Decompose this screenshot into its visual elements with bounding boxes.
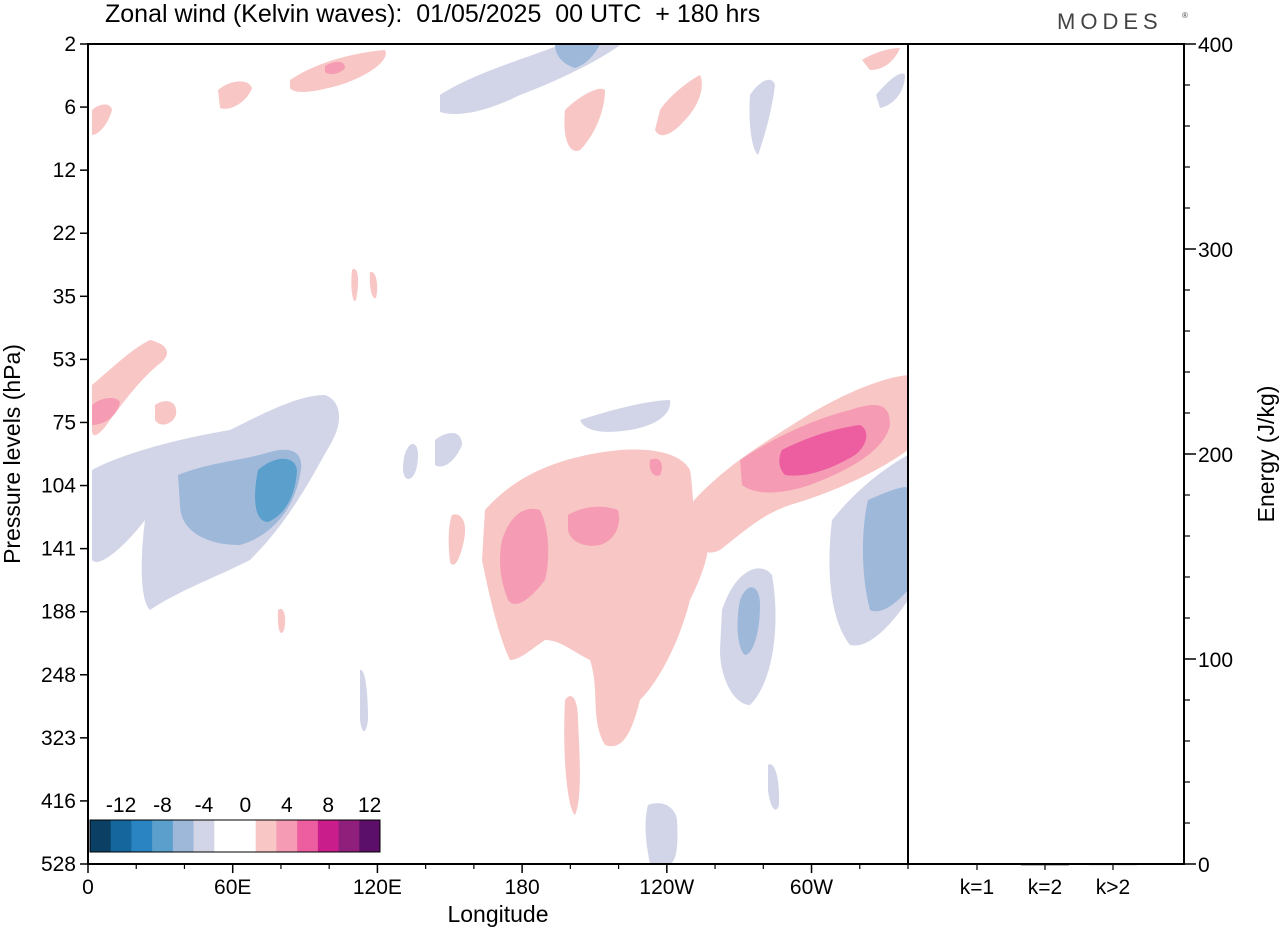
positive-anomaly [649, 458, 662, 476]
positive-anomaly [564, 88, 605, 151]
positive-anomaly [277, 608, 286, 633]
energy-category-label: k=2 [1028, 876, 1062, 899]
x-axis-title: Longitude [447, 901, 548, 927]
y-tick-label: 12 [53, 159, 76, 182]
positive-anomaly [369, 271, 378, 299]
contour-field [92, 44, 908, 864]
colorbar-swatch [255, 820, 277, 852]
colorbar-tick-label: -8 [153, 794, 172, 817]
colorbar-frame [89, 819, 381, 853]
positive-anomaly [655, 75, 702, 136]
x-tick-label: 120W [639, 876, 694, 899]
positive-anomaly [500, 508, 549, 604]
negative-anomaly [876, 73, 905, 108]
positive-anomaly [325, 61, 345, 75]
colorbar-swatch [235, 820, 257, 852]
energy-bars: k=1 k=2 k>2 [953, 863, 1137, 899]
pressure-axis: 2 6 12 22 35 53 75 104 141 188 248 323 416 528 [41, 33, 88, 876]
colorbar-tick-label: 8 [322, 794, 334, 817]
y-tick-label: 141 [41, 538, 76, 561]
y-tick-label: 323 [41, 727, 76, 750]
negative-anomaly [862, 487, 908, 612]
colorbar-background [90, 786, 380, 820]
y-tick-label: 248 [41, 664, 76, 687]
negative-anomaly [768, 764, 780, 810]
colorbar-tick-label: 4 [281, 794, 293, 817]
energy-plot-frame [907, 43, 1185, 865]
colorbar-swatch [359, 820, 381, 852]
y-tick-label: 416 [41, 790, 76, 813]
colorbar-swatch [276, 820, 298, 852]
y-tick-label: 188 [41, 601, 76, 624]
energy-axis-title: Energy (J/kg) [1253, 386, 1279, 523]
positive-anomaly [218, 81, 252, 109]
colorbar-legend: -12 -8 -4 0 4 8 12 [89, 786, 381, 853]
energy-axis: 0 100 200 300 400 [1184, 34, 1233, 877]
longitude-axis: 0 60E 120E 180 120W 60W [82, 864, 909, 899]
negative-anomaly [737, 587, 760, 655]
y-tick-label: 53 [53, 348, 76, 371]
colorbar-swatch [297, 820, 319, 852]
energy-category-label: k=1 [960, 876, 994, 899]
colorbar-swatch [172, 820, 195, 852]
negative-anomaly [360, 669, 368, 732]
negative-anomaly [435, 433, 462, 467]
energy-category-label: k>2 [1096, 876, 1130, 899]
positive-anomaly [351, 269, 359, 301]
colorbar-swatch [152, 820, 174, 852]
y-axis-title: Pressure levels (hPa) [0, 344, 25, 564]
colorbar-swatch [90, 820, 112, 852]
positive-anomaly [92, 398, 120, 425]
y-tick-label: 35 [53, 285, 76, 308]
colorbar-swatch [110, 820, 132, 852]
positive-anomaly [155, 401, 177, 425]
x-tick-label: 60W [790, 876, 833, 899]
y-tick-label: 22 [53, 222, 76, 245]
chart-title: Zonal wind (Kelvin waves): 01/05/2025 00… [105, 0, 761, 28]
x-tick-label: 180 [505, 876, 540, 899]
colorbar-swatch [317, 820, 340, 852]
energy-tick-label: 0 [1198, 854, 1210, 877]
colorbar-tick-label: -12 [106, 794, 136, 817]
brand-registered-mark: ® [1182, 11, 1188, 20]
y-tick-label: 6 [64, 96, 76, 119]
negative-anomaly [403, 444, 418, 479]
negative-anomaly [645, 803, 678, 864]
brand-logo: MODES [1057, 9, 1163, 34]
y-tick-label: 2 [64, 33, 76, 56]
y-tick-label: 528 [41, 853, 76, 876]
x-tick-label: 120E [353, 876, 402, 899]
negative-anomaly [580, 400, 671, 432]
positive-anomaly [779, 425, 867, 476]
negative-anomaly [555, 44, 600, 68]
y-tick-label: 75 [53, 411, 76, 434]
y-tick-label: 104 [41, 475, 76, 498]
negative-anomaly [255, 458, 297, 522]
energy-tick-label: 100 [1198, 649, 1233, 672]
positive-anomaly [564, 696, 580, 815]
colorbar-swatch [131, 820, 153, 852]
colorbar-tick-label: -4 [195, 794, 214, 817]
energy-tick-label: 400 [1198, 34, 1233, 57]
energy-tick-label: 300 [1198, 239, 1233, 262]
colorbar-swatch [338, 820, 360, 852]
colorbar-swatch [214, 820, 236, 852]
x-tick-label: 60E [214, 876, 251, 899]
colorbar-tick-label: 12 [358, 794, 381, 817]
positive-anomaly [92, 104, 112, 135]
colorbar-swatch [193, 820, 215, 852]
positive-anomaly [448, 514, 466, 565]
colorbar-tick-label: 0 [240, 794, 252, 817]
energy-tick-label: 200 [1198, 444, 1233, 467]
x-tick-label: 0 [82, 876, 94, 899]
positive-anomaly [862, 48, 900, 70]
negative-anomaly [749, 79, 775, 155]
positive-anomaly [568, 506, 620, 546]
